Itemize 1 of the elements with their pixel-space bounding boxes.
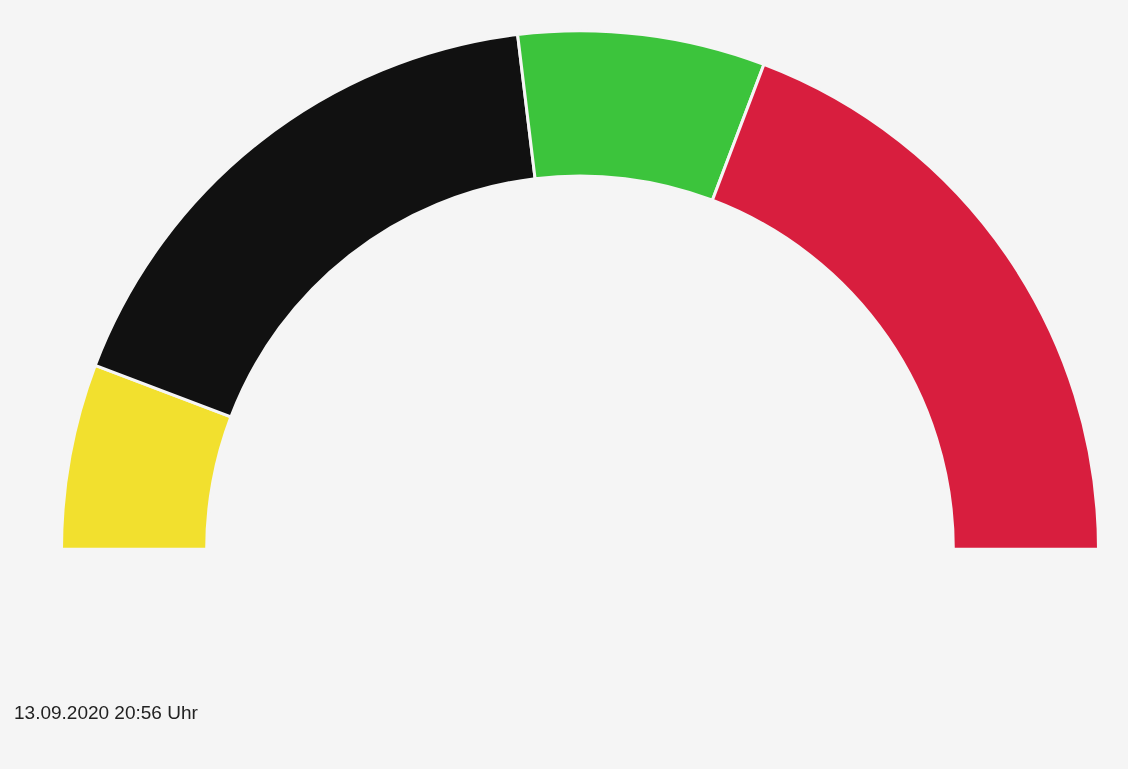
text: 13.09.2020 20:56 Uhr — [14, 702, 198, 724]
